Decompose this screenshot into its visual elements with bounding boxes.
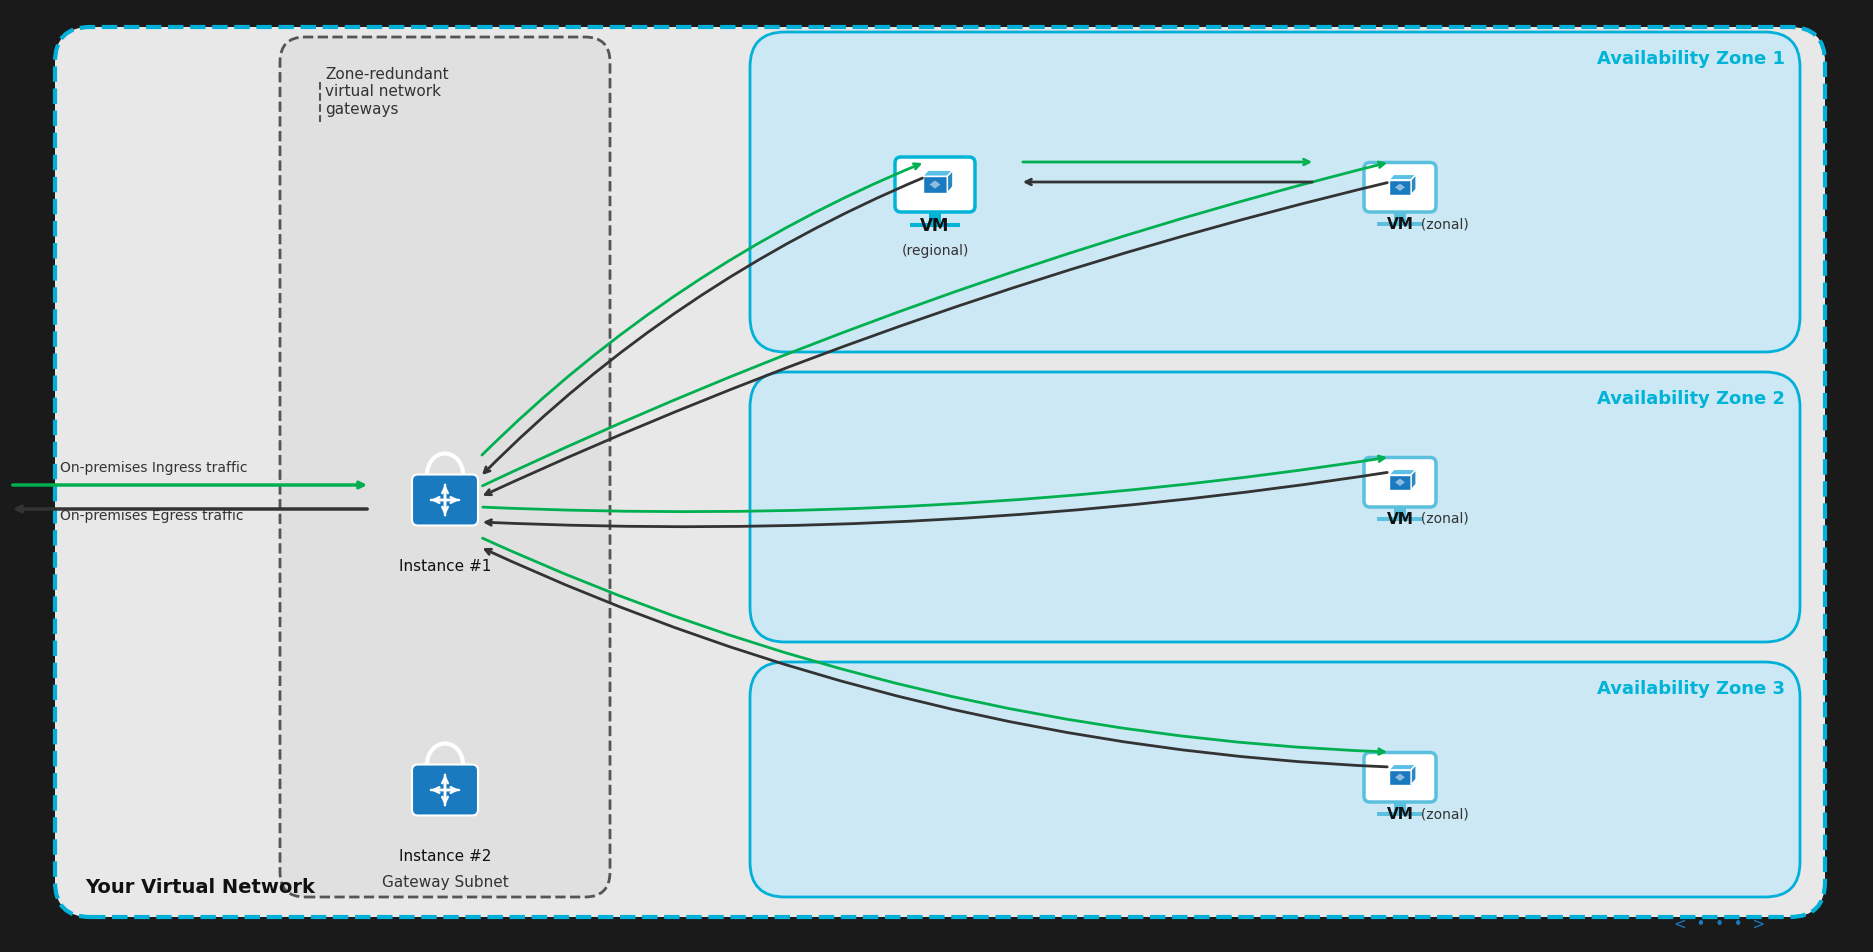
Polygon shape	[1390, 770, 1410, 784]
FancyBboxPatch shape	[895, 157, 976, 212]
Bar	[1394, 212, 1405, 224]
Polygon shape	[1390, 174, 1416, 180]
Bar	[1377, 517, 1422, 521]
Text: Availability Zone 1: Availability Zone 1	[1598, 50, 1785, 68]
Text: Your Virtual Network: Your Virtual Network	[84, 878, 315, 897]
Polygon shape	[1395, 774, 1405, 781]
FancyBboxPatch shape	[1364, 458, 1437, 507]
Text: VM: VM	[1386, 512, 1414, 527]
Polygon shape	[1410, 469, 1416, 489]
Text: (zonal): (zonal)	[1412, 807, 1468, 821]
Polygon shape	[1390, 764, 1416, 770]
Polygon shape	[923, 170, 953, 176]
Text: VM: VM	[920, 217, 950, 235]
FancyBboxPatch shape	[412, 474, 478, 526]
Text: Availability Zone 3: Availability Zone 3	[1598, 680, 1785, 698]
Text: Zone-redundant
virtual network
gateways: Zone-redundant virtual network gateways	[326, 67, 450, 117]
FancyBboxPatch shape	[412, 764, 478, 816]
Bar	[929, 212, 942, 225]
Polygon shape	[1395, 184, 1405, 191]
Text: Instance #1: Instance #1	[399, 559, 491, 574]
Polygon shape	[1390, 475, 1410, 489]
Polygon shape	[1410, 764, 1416, 784]
Polygon shape	[1395, 479, 1405, 486]
Text: <  •  •  •  >: < • • • >	[1674, 917, 1766, 932]
Text: Gateway Subnet: Gateway Subnet	[382, 875, 508, 890]
Polygon shape	[948, 170, 953, 192]
Polygon shape	[923, 176, 948, 192]
Polygon shape	[1390, 469, 1416, 475]
FancyBboxPatch shape	[1364, 752, 1437, 802]
FancyBboxPatch shape	[749, 32, 1800, 352]
Bar	[1394, 802, 1405, 813]
Text: (regional): (regional)	[901, 244, 968, 258]
Bar	[1377, 812, 1422, 816]
FancyBboxPatch shape	[279, 37, 611, 897]
Text: (zonal): (zonal)	[1412, 512, 1468, 526]
Text: (zonal): (zonal)	[1412, 217, 1468, 231]
Polygon shape	[1410, 174, 1416, 194]
Text: VM: VM	[1386, 807, 1414, 822]
Text: Instance #2: Instance #2	[399, 849, 491, 864]
Text: Availability Zone 2: Availability Zone 2	[1598, 390, 1785, 408]
FancyBboxPatch shape	[1364, 163, 1437, 212]
Bar	[910, 223, 961, 227]
Bar	[1377, 222, 1422, 226]
Text: On-premises Ingress traffic: On-premises Ingress traffic	[60, 461, 247, 475]
FancyBboxPatch shape	[54, 27, 1824, 917]
FancyBboxPatch shape	[749, 372, 1800, 642]
Polygon shape	[1390, 180, 1410, 194]
FancyBboxPatch shape	[749, 662, 1800, 897]
Bar	[1394, 507, 1405, 518]
Text: On-premises Egress traffic: On-premises Egress traffic	[60, 509, 243, 523]
Text: VM: VM	[1386, 217, 1414, 232]
Polygon shape	[929, 180, 940, 188]
